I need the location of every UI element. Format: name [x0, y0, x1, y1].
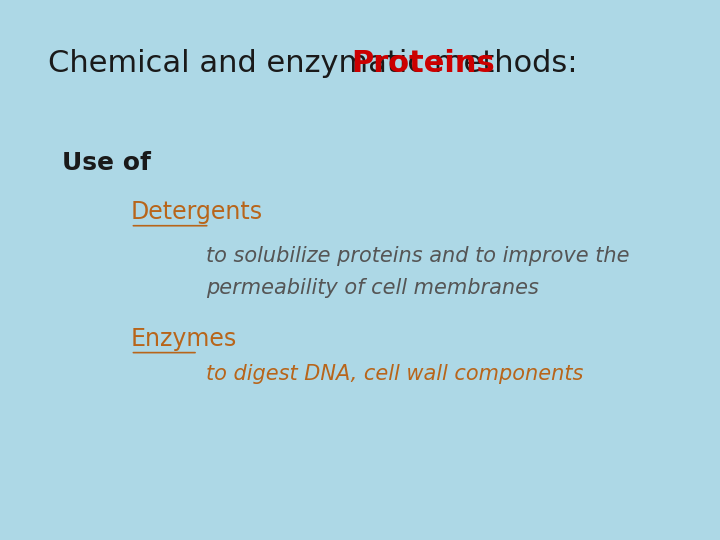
Text: Use of: Use of: [62, 151, 150, 175]
Text: Proteins: Proteins: [351, 49, 495, 78]
Text: permeability of cell membranes: permeability of cell membranes: [206, 278, 539, 298]
Text: to digest DNA, cell wall components: to digest DNA, cell wall components: [206, 364, 583, 384]
Text: Chemical and enzymatic methods:: Chemical and enzymatic methods:: [48, 49, 588, 78]
Text: Detergents: Detergents: [130, 200, 263, 224]
Text: Enzymes: Enzymes: [130, 327, 237, 350]
Text: to solubilize proteins and to improve the: to solubilize proteins and to improve th…: [206, 246, 629, 266]
